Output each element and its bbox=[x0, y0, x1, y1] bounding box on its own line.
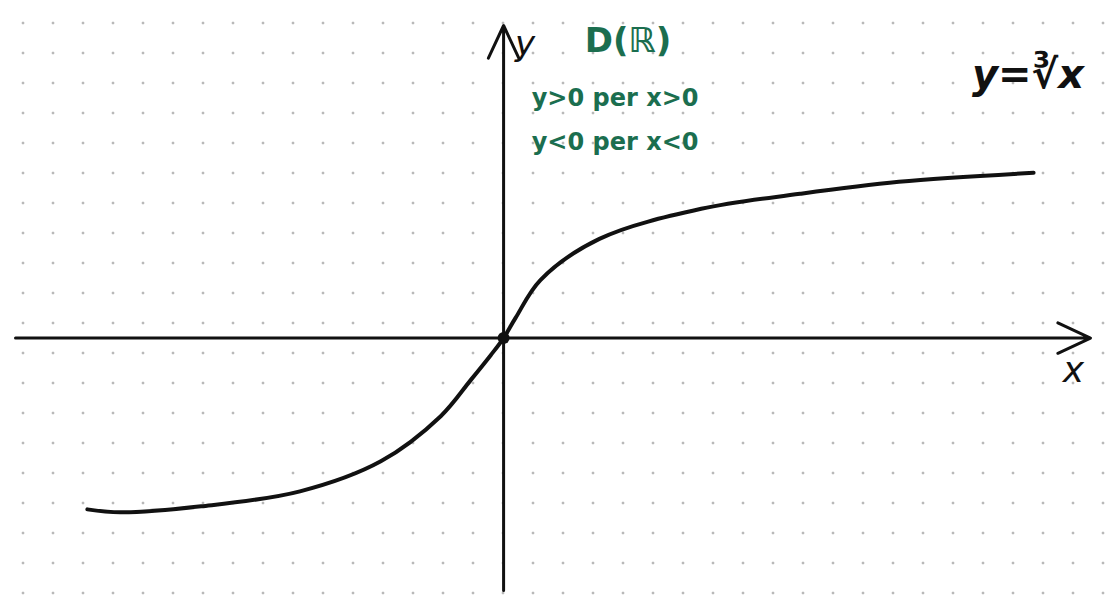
svg-text:y>0 per x>0: y>0 per x>0 bbox=[532, 84, 699, 112]
svg-text:D(ℝ): D(ℝ) bbox=[585, 20, 672, 60]
svg-text:x: x bbox=[1062, 349, 1085, 390]
svg-text:y: y bbox=[514, 23, 536, 63]
svg-text:y=∛x: y=∛x bbox=[972, 50, 1085, 97]
svg-text:y<0 per x<0: y<0 per x<0 bbox=[532, 128, 699, 156]
